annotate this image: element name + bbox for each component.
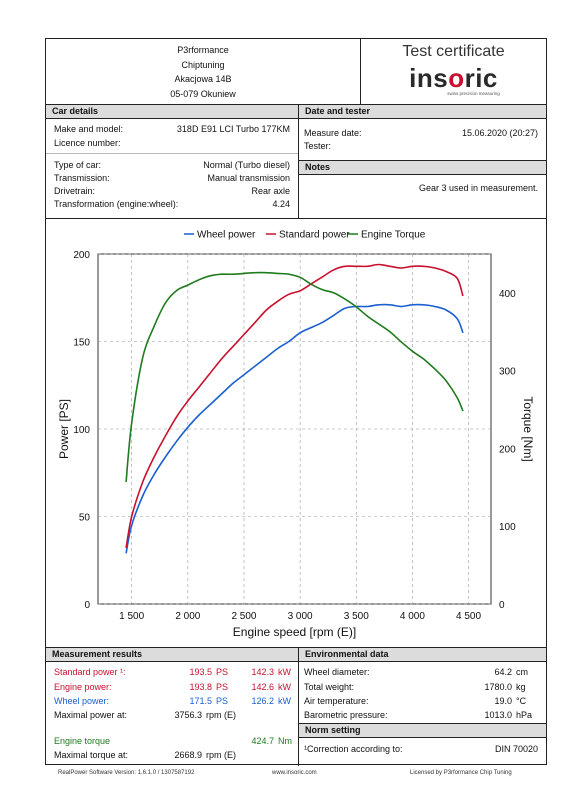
date-tester-heading: Date and tester — [298, 104, 546, 119]
series-line-engine-torque — [125, 271, 464, 482]
column-divider-bottom — [298, 647, 299, 766]
footer-license: Licensed by P3rformance Chip Tuning — [410, 770, 512, 776]
address-line: Akacjowa 14B — [174, 74, 232, 84]
address-line: Chiptuning — [181, 59, 225, 70]
y-tick-label: 200 — [73, 250, 90, 261]
y2-tick-label: 200 — [499, 444, 516, 455]
company-address: P3rformance Chiptuning Akacjowa 14B 05-0… — [46, 39, 361, 104]
norm-setting-heading: Norm setting — [299, 723, 546, 738]
x-tick-label: 3 000 — [288, 611, 313, 622]
measurement-results-heading: Measurement results — [46, 647, 298, 662]
y2-tick-label: 0 — [499, 600, 505, 611]
legend-label: Standard power — [279, 230, 350, 241]
footer-website[interactable]: www.insoric.com — [272, 770, 317, 776]
y2-tick-label: 100 — [499, 522, 516, 533]
series-line-standard-power — [125, 263, 464, 549]
x-axis-label: Engine speed [rpm (E)] — [233, 625, 356, 639]
x-tick-label: 2 000 — [175, 611, 200, 622]
legend-label: Engine Torque — [361, 230, 426, 241]
y2-axis-label: Torque [Nm] — [521, 396, 535, 461]
certificate-title: Test certificate — [402, 43, 505, 60]
y2-tick-label: 300 — [499, 367, 516, 378]
y-tick-label: 50 — [79, 513, 91, 524]
y2-tick-label: 400 — [499, 289, 516, 300]
power-torque-chart: 1 500 2 000 2 500 3 000 3 500 4 000 4 500 0 50 10… — [46, 219, 546, 647]
notes-heading: Notes — [299, 160, 546, 175]
car-details-heading: Car details — [46, 104, 298, 119]
certificate-title-block: Test certificate insoric swiss precision… — [361, 39, 546, 104]
chart-svg: 1 500 2 000 2 500 3 000 3 500 4 000 4 500 0 50 10… — [57, 230, 535, 640]
x-tick-label: 2 500 — [231, 611, 256, 622]
y-tick-label: 100 — [73, 425, 90, 436]
footer-software: RealPower Software Version: 1.6.1.0 / 13… — [58, 770, 195, 776]
legend-label: Wheel power — [197, 230, 256, 241]
x-tick-label: 4 000 — [400, 611, 425, 622]
series-line-wheel-power — [125, 303, 464, 554]
y-axis-label: Power [PS] — [57, 399, 71, 459]
x-tick-label: 3 500 — [344, 611, 369, 622]
x-tick-label: 4 500 — [456, 611, 481, 622]
chart-top-border — [46, 218, 546, 219]
address-line: 05-079 Okuniew — [170, 88, 236, 99]
environmental-heading: Environmental data — [298, 647, 546, 662]
logo-subtitle: swiss precision measuring — [447, 91, 500, 96]
address-line: P3rformance — [177, 45, 229, 55]
y-tick-label: 0 — [84, 600, 90, 611]
insoric-logo: insoric — [409, 63, 498, 93]
y-tick-label: 150 — [73, 338, 90, 349]
certificate-frame: P3rformance Chiptuning Akacjowa 14B 05-0… — [45, 38, 547, 766]
header: P3rformance Chiptuning Akacjowa 14B 05-0… — [46, 39, 546, 104]
car-details-divider — [46, 153, 298, 154]
x-tick-label: 1 500 — [119, 611, 144, 622]
column-divider — [298, 104, 299, 219]
